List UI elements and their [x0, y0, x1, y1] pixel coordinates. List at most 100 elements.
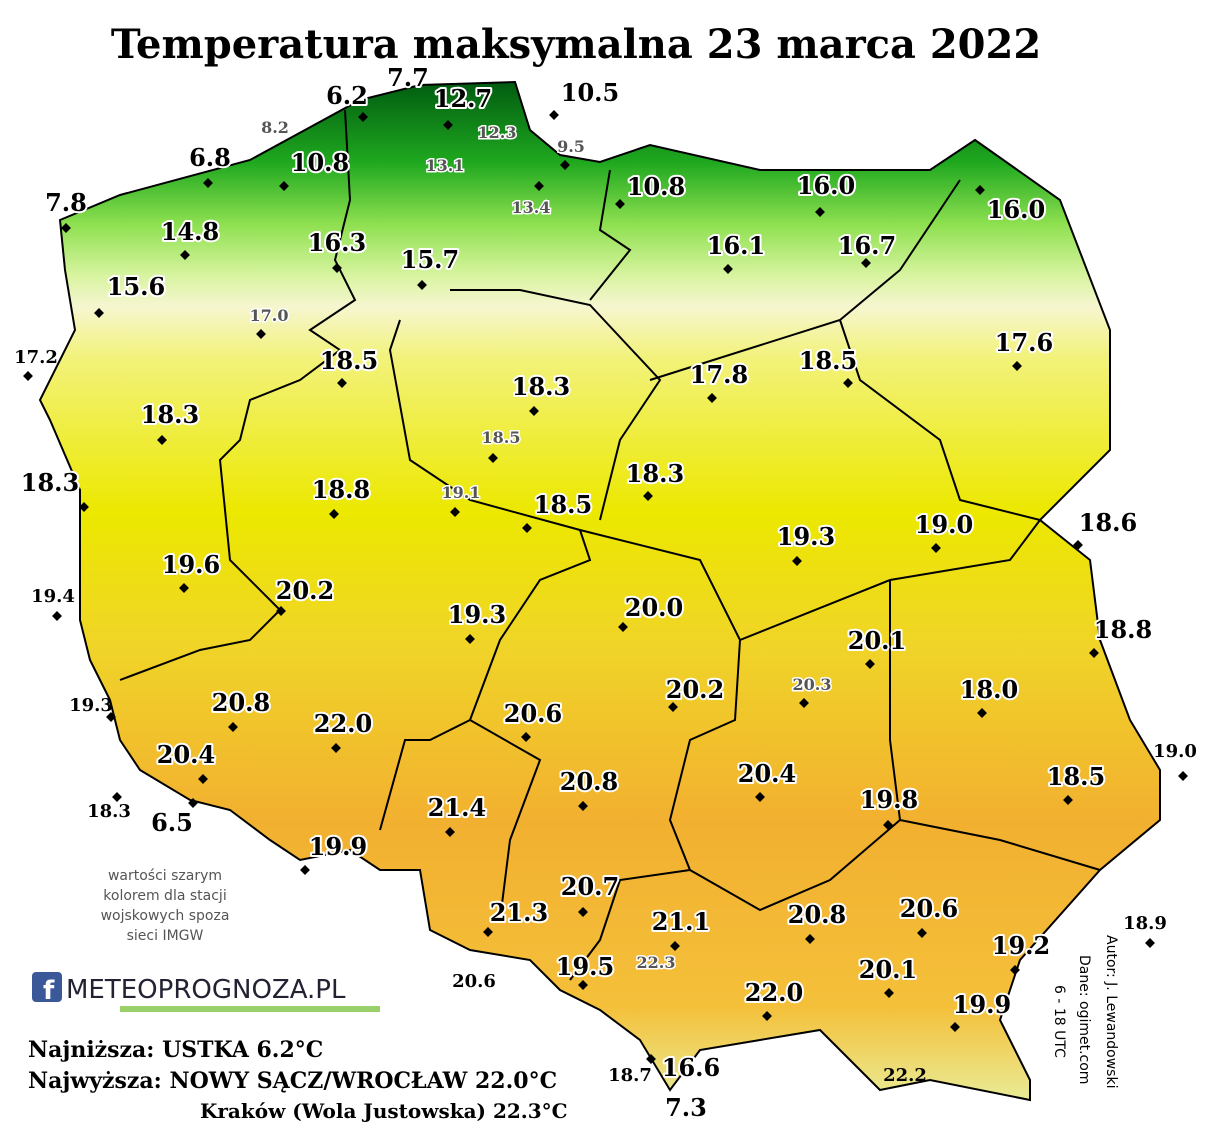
station-value: 18.5 — [799, 346, 857, 375]
station-value: 16.1 — [707, 231, 765, 260]
station-value: 17.6 — [995, 328, 1053, 357]
station-value: 20.6 — [504, 699, 562, 728]
station-value: 18.5 — [1047, 762, 1105, 791]
logo-icon-bg — [32, 972, 62, 1002]
station-value: 10.8 — [291, 148, 349, 177]
station-marker — [799, 698, 809, 708]
station-value: 20.8 — [560, 767, 618, 796]
station-marker — [618, 622, 628, 632]
station-marker — [1012, 361, 1022, 371]
footer-highest2: Kraków (Wola Justowska) 22.3°C — [200, 1099, 568, 1123]
station-marker — [560, 160, 570, 170]
military-station-value: 9.5 — [557, 137, 585, 156]
station-value: 15.6 — [107, 272, 165, 301]
station-value: 18.3 — [141, 400, 199, 429]
military-station-value: 8.2 — [261, 118, 289, 137]
station-marker — [331, 743, 341, 753]
station-value: 18.0 — [960, 675, 1018, 704]
station-marker — [179, 583, 189, 593]
station-marker — [615, 199, 625, 209]
station-marker — [1010, 965, 1020, 975]
military-station-value: 12.3 — [478, 123, 517, 142]
credit: Dane: ogimet.com — [1076, 955, 1092, 1084]
note-line: kolorem dla stacji — [103, 888, 226, 904]
station-marker — [917, 928, 927, 938]
station-value: 18.5 — [534, 490, 592, 519]
station-marker — [332, 263, 342, 273]
station-value: 15.7 — [401, 245, 459, 274]
station-value: 19.3 — [448, 600, 506, 629]
station-value: 20.1 — [859, 955, 917, 984]
station-marker — [884, 988, 894, 998]
station-value: 18.8 — [312, 475, 370, 504]
station-value: 18.3 — [21, 468, 79, 497]
station-value: 17.8 — [690, 360, 748, 389]
station-marker — [529, 406, 539, 416]
station-marker — [1145, 938, 1155, 948]
station-marker — [279, 181, 289, 191]
station-marker — [755, 792, 765, 802]
station-value: 18.9 — [1123, 913, 1167, 934]
station-value: 16.6 — [662, 1053, 720, 1082]
station-value: 10.8 — [627, 172, 685, 201]
note-line: sieci IMGW — [127, 928, 204, 944]
station-marker — [578, 801, 588, 811]
station-marker — [668, 702, 678, 712]
station-marker — [931, 543, 941, 553]
station-value: 7.7 — [387, 63, 429, 92]
station-value: 20.4 — [157, 740, 215, 769]
station-marker — [203, 178, 213, 188]
station-marker — [521, 732, 531, 742]
region-borders — [119, 109, 1101, 981]
station-marker — [106, 712, 116, 722]
station-value: 21.1 — [652, 907, 710, 936]
station-marker — [1178, 771, 1188, 781]
station-value: 19.5 — [556, 952, 614, 981]
station-marker — [256, 329, 266, 339]
logo-icon: f — [43, 976, 55, 1006]
military-station-value: 19.1 — [442, 483, 481, 502]
station-marker — [276, 606, 286, 616]
station-value: 19.3 — [69, 695, 113, 716]
logo-text: METEOPROGNOZA.PL — [66, 975, 346, 1005]
station-marker — [578, 980, 588, 990]
station-value: 7.8 — [45, 188, 87, 217]
station-marker — [815, 207, 825, 217]
footer-lowest: Najniższa: USTKA 6.2°C — [28, 1037, 323, 1063]
station-value: 20.7 — [561, 872, 619, 901]
station-marker — [534, 181, 544, 191]
military-station-value: 18.5 — [482, 428, 521, 447]
station-value: 20.8 — [788, 900, 846, 929]
station-marker — [23, 371, 33, 381]
station-marker — [417, 280, 427, 290]
station-marker — [977, 708, 987, 718]
station-marker — [483, 927, 493, 937]
station-marker — [861, 258, 871, 268]
station-marker — [975, 185, 985, 195]
station-value: 19.0 — [915, 510, 973, 539]
station-marker — [112, 792, 122, 802]
military-station-value: 13.4 — [512, 198, 551, 217]
station-value: 19.3 — [777, 522, 835, 551]
station-marker — [52, 611, 62, 621]
station-marker — [643, 491, 653, 501]
station-value: 19.9 — [953, 990, 1011, 1019]
station-marker — [578, 907, 588, 917]
station-marker — [450, 507, 460, 517]
station-marker — [865, 659, 875, 669]
station-marker — [180, 250, 190, 260]
station-marker — [950, 1022, 960, 1032]
station-value: 16.3 — [308, 228, 366, 257]
station-marker — [723, 264, 733, 274]
logo-bar — [120, 1006, 380, 1012]
military-station-value: 13.1 — [426, 156, 465, 175]
station-value: 18.3 — [626, 459, 684, 488]
station-value: 20.6 — [452, 971, 496, 992]
station-marker — [337, 378, 347, 388]
station-value: 20.6 — [900, 894, 958, 923]
credit: Autor: J. Lewandowski — [1103, 935, 1119, 1088]
station-value: 19.8 — [860, 785, 918, 814]
note-line: wartości szarym — [108, 868, 222, 884]
station-value: 22.2 — [883, 1065, 927, 1086]
military-station-value: 20.3 — [793, 675, 832, 694]
